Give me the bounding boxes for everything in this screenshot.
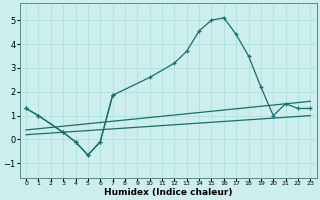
X-axis label: Humidex (Indice chaleur): Humidex (Indice chaleur) — [104, 188, 232, 197]
